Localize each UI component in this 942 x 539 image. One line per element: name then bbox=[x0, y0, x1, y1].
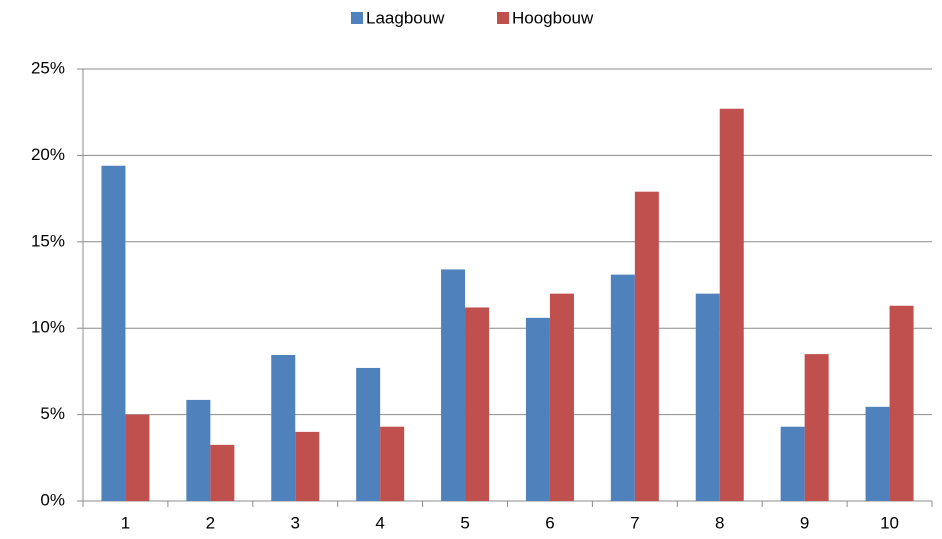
legend-label: Laagbouw bbox=[366, 8, 445, 27]
bar bbox=[525, 317, 550, 501]
y-tick-label: 0% bbox=[40, 490, 65, 509]
x-tick-label: 4 bbox=[375, 513, 384, 532]
bar bbox=[610, 274, 635, 501]
x-tick-label: 7 bbox=[630, 513, 639, 532]
bar bbox=[380, 426, 405, 501]
x-tick-label: 10 bbox=[880, 513, 899, 532]
legend-label: Hoogbouw bbox=[512, 8, 594, 27]
bar bbox=[889, 305, 914, 501]
legend-swatch bbox=[351, 12, 363, 24]
bar bbox=[780, 426, 805, 501]
y-tick-label: 25% bbox=[31, 58, 65, 77]
bar bbox=[271, 354, 296, 501]
bar bbox=[125, 414, 150, 501]
bar bbox=[101, 165, 126, 501]
y-tick-label: 5% bbox=[40, 404, 65, 423]
x-tick-label: 1 bbox=[121, 513, 130, 532]
legend-swatch bbox=[497, 12, 509, 24]
y-tick-label: 20% bbox=[31, 145, 65, 164]
x-tick-label: 9 bbox=[800, 513, 809, 532]
x-tick-label: 2 bbox=[206, 513, 215, 532]
bar bbox=[695, 293, 720, 501]
bar bbox=[295, 431, 320, 501]
x-tick-label: 3 bbox=[291, 513, 300, 532]
bar bbox=[549, 293, 574, 501]
bar bbox=[719, 108, 744, 501]
bar bbox=[186, 399, 211, 501]
bar bbox=[804, 354, 829, 501]
x-tick-label: 8 bbox=[715, 513, 724, 532]
x-tick-label: 6 bbox=[545, 513, 554, 532]
x-tick-label: 5 bbox=[460, 513, 469, 532]
bar bbox=[465, 307, 490, 501]
bar bbox=[441, 269, 466, 501]
bar bbox=[356, 367, 381, 501]
y-tick-label: 15% bbox=[31, 231, 65, 250]
bar bbox=[210, 444, 235, 501]
legend: Laagbouw Hoogbouw bbox=[351, 8, 594, 27]
bar bbox=[865, 406, 890, 501]
y-tick-label: 10% bbox=[31, 318, 65, 337]
bar bbox=[634, 191, 659, 502]
